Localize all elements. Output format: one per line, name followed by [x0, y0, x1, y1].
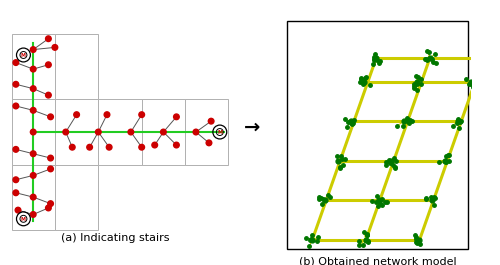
Circle shape — [128, 129, 134, 135]
Circle shape — [15, 207, 21, 213]
Circle shape — [30, 151, 36, 157]
Circle shape — [174, 142, 179, 148]
Circle shape — [30, 129, 36, 135]
Circle shape — [193, 129, 199, 135]
Circle shape — [104, 112, 110, 117]
Bar — [142, 99, 185, 165]
Bar — [55, 165, 98, 230]
Circle shape — [13, 60, 18, 65]
Circle shape — [13, 81, 18, 87]
Circle shape — [152, 142, 158, 148]
Circle shape — [160, 129, 166, 135]
Circle shape — [48, 166, 54, 172]
Bar — [12, 165, 55, 230]
Circle shape — [46, 205, 51, 211]
Circle shape — [70, 144, 75, 150]
Circle shape — [46, 92, 51, 98]
Circle shape — [208, 118, 214, 124]
Circle shape — [96, 129, 101, 135]
Circle shape — [30, 108, 36, 113]
Bar — [12, 34, 55, 99]
Circle shape — [52, 45, 58, 50]
Circle shape — [48, 155, 54, 161]
Circle shape — [139, 144, 144, 150]
Circle shape — [30, 173, 36, 178]
Circle shape — [63, 129, 68, 135]
Circle shape — [74, 112, 80, 117]
Circle shape — [174, 114, 179, 120]
Text: M: M — [21, 53, 26, 58]
Bar — [55, 99, 98, 165]
Bar — [12, 99, 55, 165]
Circle shape — [13, 177, 18, 183]
Text: M: M — [218, 130, 222, 135]
Bar — [185, 99, 228, 165]
Circle shape — [30, 86, 36, 91]
Circle shape — [206, 140, 212, 146]
Text: (a) Indicating stairs: (a) Indicating stairs — [62, 233, 170, 243]
Circle shape — [48, 114, 54, 120]
Circle shape — [30, 66, 36, 72]
Circle shape — [139, 112, 144, 117]
Circle shape — [48, 201, 54, 206]
Text: M: M — [21, 217, 26, 222]
Circle shape — [46, 62, 51, 68]
Circle shape — [30, 194, 36, 200]
Text: (b) Obtained network model: (b) Obtained network model — [298, 257, 456, 265]
Circle shape — [106, 144, 112, 150]
Circle shape — [13, 147, 18, 152]
Circle shape — [13, 190, 18, 196]
Circle shape — [30, 212, 36, 217]
Bar — [98, 99, 142, 165]
Bar — [55, 34, 98, 99]
Circle shape — [13, 103, 18, 109]
Circle shape — [87, 144, 92, 150]
Circle shape — [46, 36, 51, 42]
Text: →: → — [244, 118, 260, 137]
Circle shape — [30, 47, 36, 52]
